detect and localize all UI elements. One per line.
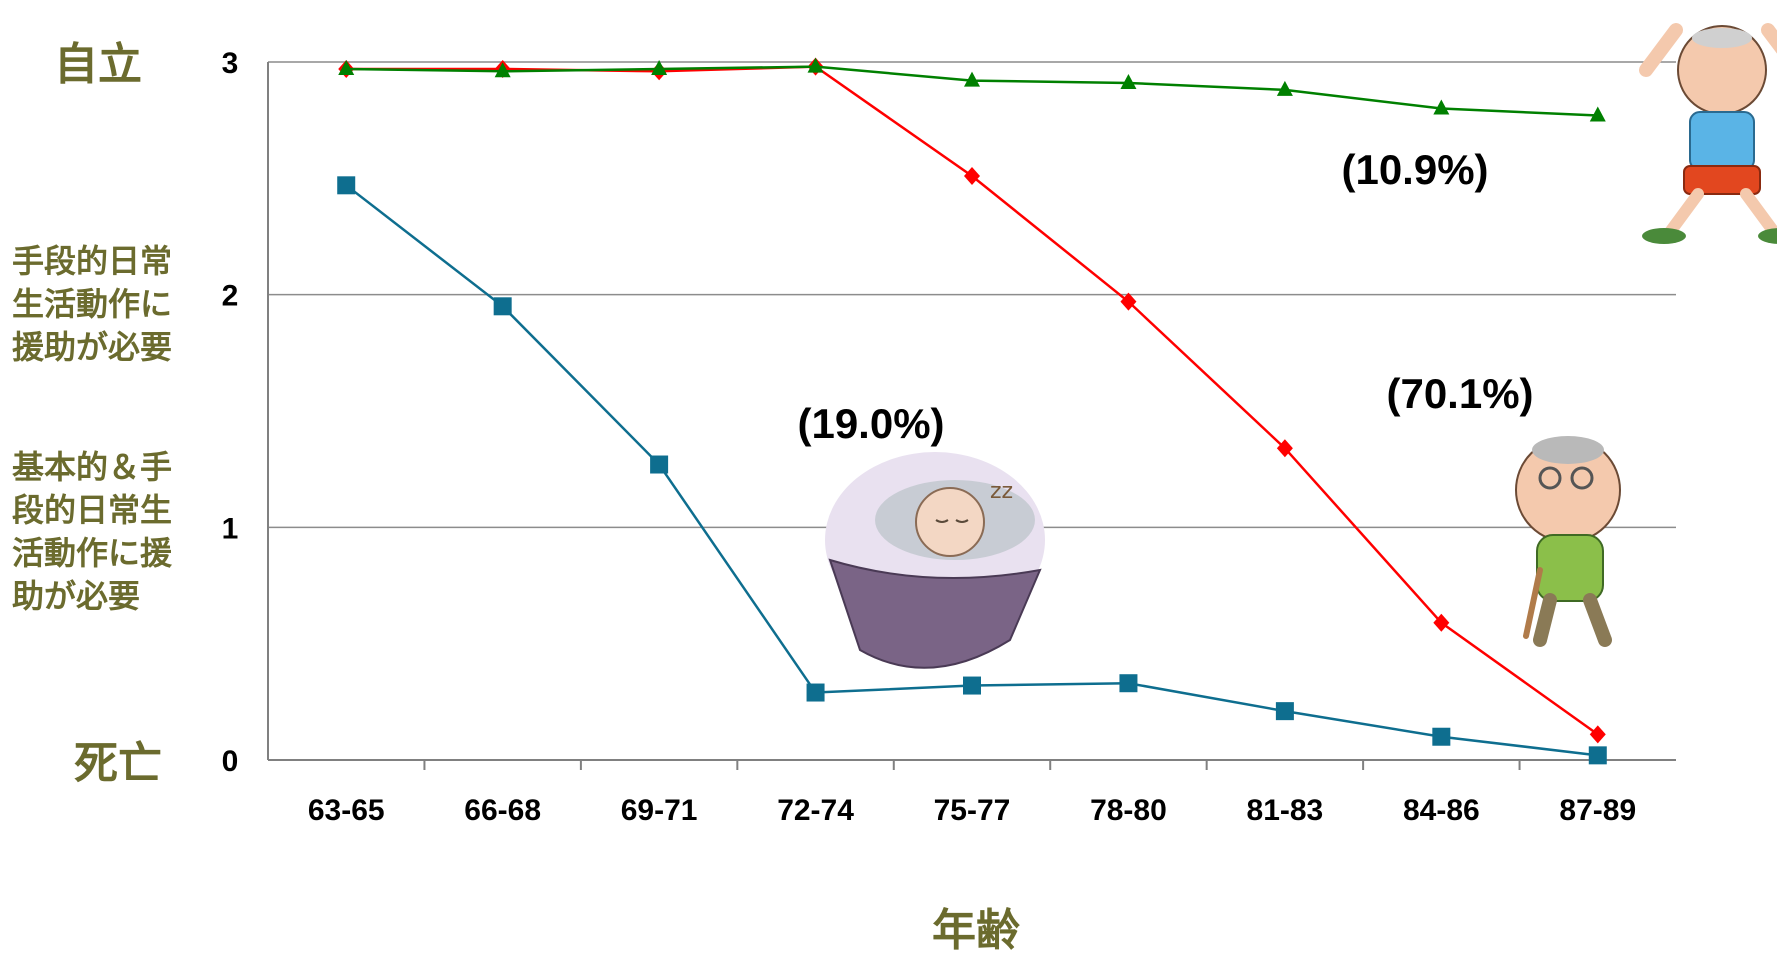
level-label-iadl-line: 手段的日常	[12, 242, 172, 280]
x-tick-label: 66-68	[464, 794, 541, 827]
x-tick-label: 72-74	[777, 794, 854, 827]
data-point-square	[1432, 727, 1451, 746]
y-tick-label: 2	[222, 280, 239, 313]
y-tick-label: 1	[222, 512, 239, 545]
level-label-adl-line: 助が必要	[12, 577, 140, 615]
x-tick-label: 84-86	[1403, 794, 1480, 827]
data-point-square	[963, 676, 981, 695]
data-point-square	[337, 176, 356, 195]
elderly-with-cane-icon	[1515, 436, 1621, 647]
data-point-triangle	[1433, 99, 1450, 115]
level-label-independent: 自立	[54, 39, 142, 90]
data-point-square	[650, 455, 669, 474]
level-label-adl-line: 基本的＆手	[12, 448, 172, 486]
data-point-square	[1588, 746, 1607, 765]
data-point-triangle	[807, 57, 824, 73]
data-point-triangle	[1276, 80, 1293, 96]
level-label-iadl-help: 手段的日常 生活動作に 援助が必要	[12, 242, 172, 366]
data-point-triangle	[651, 59, 668, 75]
data-point-square	[493, 297, 512, 316]
series-share-labels: (10.9%) (70.1%) (19.0%)	[797, 146, 1533, 447]
level-label-death: 死亡	[74, 738, 162, 789]
x-tick-label: 63-65	[308, 794, 385, 827]
level-label-iadl-line: 生活動作に	[12, 285, 172, 323]
x-tick-label: 69-71	[621, 794, 698, 827]
data-point-square	[1119, 674, 1138, 693]
level-label-iadl-line: 援助が必要	[12, 328, 172, 366]
y-tick-label: 3	[222, 47, 239, 80]
data-point-diamond	[1589, 725, 1606, 744]
x-axis-title: 年齢	[932, 905, 1020, 953]
data-point-triangle	[964, 71, 980, 87]
level-label-adl-line: 段的日常生	[12, 491, 172, 529]
data-point-diamond	[964, 167, 980, 186]
x-tick-label: 81-83	[1247, 794, 1324, 827]
y-tick-label: 0	[222, 745, 239, 778]
data-point-diamond	[1276, 439, 1293, 458]
series-share-label: (70.1%)	[1386, 370, 1533, 417]
active-elderly-icon	[1639, 23, 1777, 244]
level-label-adl-help: 基本的＆手 段的日常生 活動作に援 助が必要	[12, 448, 173, 615]
data-point-triangle	[494, 62, 511, 78]
x-tick-label: 87-89	[1559, 794, 1636, 827]
level-label-adl-line: 活動作に援	[12, 534, 173, 572]
data-point-triangle	[338, 59, 355, 75]
x-tick-label: 75-77	[934, 794, 1011, 827]
data-point-triangle	[1120, 73, 1137, 89]
illustrations: zz	[825, 23, 1777, 669]
svg-text:zz: zz	[990, 479, 1013, 504]
plot-area: 0 1 2 3 63-65 66-68 69-71 72-74 75-77 78-80 81-83 8…	[222, 47, 1676, 827]
data-point-square	[1275, 702, 1294, 721]
x-tick-label: 78-80	[1090, 794, 1167, 827]
series-share-label: (19.0%)	[797, 400, 944, 447]
data-point-triangle	[1589, 106, 1606, 122]
data-point-diamond	[1433, 613, 1450, 632]
bedridden-elderly-icon: zz	[825, 452, 1045, 669]
data-point-square	[806, 683, 825, 702]
data-point-diamond	[1120, 292, 1137, 311]
series-share-label: (10.9%)	[1341, 146, 1488, 193]
